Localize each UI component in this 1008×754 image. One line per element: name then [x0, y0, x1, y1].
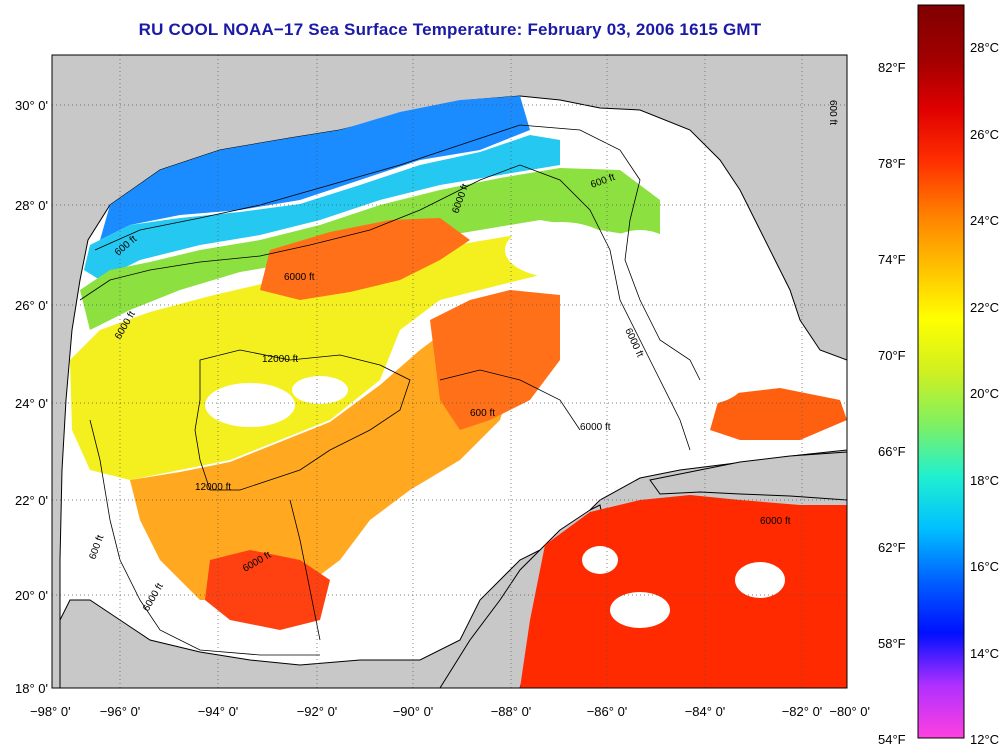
f-label: 70°F — [878, 348, 906, 363]
lat-label: 24° 0' — [15, 396, 48, 411]
lon-label: −92° 0' — [297, 704, 338, 719]
f-label: 82°F — [878, 60, 906, 75]
contour-label-12000-b: 12000 ft — [195, 482, 231, 493]
sst-field — [70, 96, 847, 688]
celsius-labels: 28°C 26°C 24°C 22°C 20°C 18°C 16°C 14°C … — [970, 40, 999, 747]
c-label: 14°C — [970, 646, 999, 661]
lat-label: 18° 0' — [15, 681, 48, 696]
lon-label: −84° 0' — [685, 704, 726, 719]
c-label: 20°C — [970, 386, 999, 401]
f-label: 66°F — [878, 444, 906, 459]
lat-label: 22° 0' — [15, 493, 48, 508]
c-label: 12°C — [970, 732, 999, 747]
lon-label: −90° 0' — [393, 704, 434, 719]
map-title: RU COOL NOAA−17 Sea Surface Temperature:… — [138, 20, 762, 39]
contour-label-600-d: 600 ft — [827, 100, 838, 125]
lon-label: −82° 0' — [782, 704, 823, 719]
c-label: 16°C — [970, 559, 999, 574]
lon-label: −96° 0' — [100, 704, 141, 719]
contour-label-6000-d: 6000 ft — [580, 422, 611, 433]
lon-label: −94° 0' — [198, 704, 239, 719]
c-label: 22°C — [970, 300, 999, 315]
c-label: 18°C — [970, 473, 999, 488]
lon-label: −80° 0' — [829, 704, 870, 719]
lon-label: −88° 0' — [491, 704, 532, 719]
bathymetry-contours — [79, 124, 701, 656]
lat-label: 30° 0' — [15, 98, 48, 113]
contour-label-600-c: 600 ft — [470, 408, 495, 419]
lon-label: −98° 0' — [30, 704, 71, 719]
graticule — [52, 55, 847, 688]
latitude-labels: 30° 0' 28° 0' 26° 0' 24° 0' 22° 0' 20° 0… — [15, 98, 48, 696]
c-label: 24°C — [970, 213, 999, 228]
lat-label: 20° 0' — [15, 588, 48, 603]
contour-label-6000-h: 6000 ft — [760, 516, 791, 527]
c-label: 26°C — [970, 127, 999, 142]
c-label: 28°C — [970, 40, 999, 55]
f-label: 58°F — [878, 636, 906, 651]
f-label: 74°F — [878, 252, 906, 267]
f-label: 62°F — [878, 540, 906, 555]
longitude-labels: −98° 0' −96° 0' −94° 0' −92° 0' −90° 0' … — [30, 704, 870, 719]
fahrenheit-labels: 82°F 78°F 74°F 70°F 66°F 62°F 58°F 54°F — [878, 60, 906, 747]
f-label: 78°F — [878, 156, 906, 171]
lon-label: −86° 0' — [587, 704, 628, 719]
lat-label: 28° 0' — [15, 198, 48, 213]
colorbar — [917, 4, 965, 739]
lat-label: 26° 0' — [15, 298, 48, 313]
contour-label-12000: 12000 ft — [262, 354, 298, 365]
map-frame — [51, 54, 848, 689]
contour-label-6000: 6000 ft — [284, 272, 315, 283]
f-label: 54°F — [878, 732, 906, 747]
cuba-land — [649, 451, 847, 501]
